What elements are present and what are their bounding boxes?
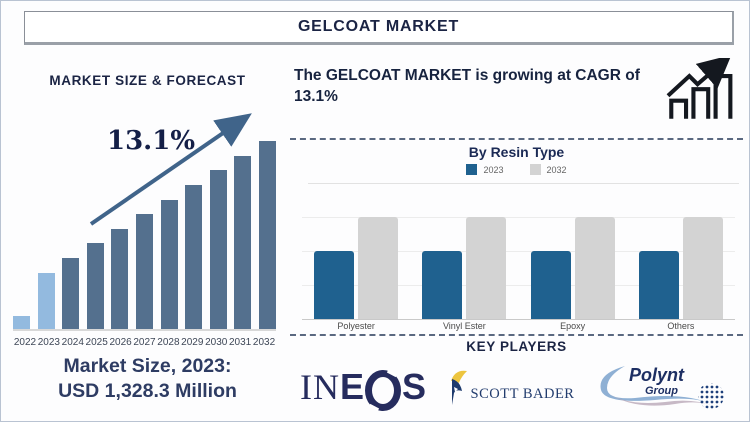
ineos-o-glyph — [365, 369, 402, 411]
resin-bar-others-2023 — [638, 251, 679, 319]
forecast-labels-row: 2022 2023 2024 2025 2026 2027 2028 2029 2030 2031… — [13, 337, 276, 348]
legend-swatch — [466, 164, 478, 175]
forecast-bar-2025 — [86, 243, 104, 329]
page-title-box: GELCOAT MARKET — [24, 11, 734, 45]
legend-swatch — [529, 164, 541, 175]
legend-label: 2023 — [483, 164, 504, 175]
resin-bar-vinyl-ester-2023 — [422, 251, 463, 319]
ineos-text-e: E — [340, 366, 365, 407]
forecast-bar-2030 — [209, 170, 227, 329]
forecast-bar-2029 — [185, 185, 203, 329]
resin-category-label: Vinyl Ester — [442, 321, 486, 331]
resin-bar-epoxy-2032 — [574, 217, 615, 319]
cagr-annotation: 13.1% — [107, 126, 196, 156]
resin-group-others — [638, 217, 723, 319]
resin-group-polyester — [314, 217, 399, 319]
forecast-year-label: 2027 — [133, 337, 156, 348]
forecast-year-label: 2025 — [85, 337, 108, 348]
resin-bar-polyester-2032 — [358, 217, 399, 319]
ineos-text-in: IN — [300, 367, 340, 407]
resin-bar-epoxy-2023 — [530, 251, 571, 319]
growth-chart-icon — [666, 58, 733, 119]
forecast-year-label: 2032 — [252, 337, 276, 348]
legend-divider — [308, 183, 739, 184]
resin-category-labels: Polyester Vinyl Ester Epoxy Others — [302, 321, 735, 331]
page-title: GELCOAT MARKET — [297, 18, 460, 35]
scott-bader-text: SCOTT BADER — [470, 386, 575, 402]
resin-bar-groups — [302, 217, 735, 319]
resin-baseline — [302, 319, 735, 320]
forecast-year-label: 2024 — [61, 337, 84, 348]
right-panel: The GELCOAT MARKET is growing at CAGR of… — [288, 56, 745, 416]
resin-chart-title: By Resin Type — [468, 144, 565, 160]
resin-category-label: Epoxy — [560, 321, 586, 331]
key-players-logos: IN E S SCOTT BADER — [288, 359, 745, 415]
forecast-year-label: 2030 — [205, 337, 228, 348]
legend-item-2023: 2023 — [466, 164, 504, 175]
forecast-bar-2032 — [258, 141, 276, 329]
gridline — [302, 217, 735, 218]
ineos-logo: IN E S — [300, 366, 427, 411]
polynt-group-logo: Polynt Group — [595, 360, 733, 414]
resin-category-label: Polyester — [337, 321, 375, 331]
gridline — [302, 285, 735, 286]
legend-label: 2032 — [546, 164, 567, 175]
resin-legend: 2023 2032 — [288, 164, 745, 175]
resin-bar-others-2032 — [682, 217, 723, 319]
cagr-headline: The GELCOAT MARKET is growing at CAGR of… — [294, 67, 640, 105]
forecast-bar-2022 — [13, 316, 30, 329]
ineos-text-s: S — [402, 366, 427, 407]
legend-item-2032: 2032 — [529, 164, 567, 175]
dashed-divider-bottom — [290, 334, 743, 336]
resin-group-epoxy — [530, 217, 615, 319]
market-size-line2: USD 1,328.3 Million — [58, 380, 237, 403]
forecast-bar-2028 — [160, 200, 178, 329]
forecast-year-label: 2022 — [13, 337, 37, 348]
resin-chart-plot — [302, 217, 735, 320]
forecast-bar-2024 — [62, 258, 80, 329]
market-size-callout: Market Size, 2023: USD 1,328.3 Million — [9, 354, 286, 405]
forecast-bar-2031 — [234, 156, 252, 329]
forecast-year-label: 2023 — [37, 337, 60, 348]
scott-bader-sail-icon — [450, 370, 467, 405]
forecast-year-label: 2029 — [181, 337, 204, 348]
forecast-year-label: 2031 — [228, 337, 252, 348]
forecast-bar-2027 — [135, 214, 153, 329]
forecast-bar-2023 — [37, 273, 55, 329]
polynt-group-text: Group — [645, 385, 678, 397]
resin-bar-vinyl-ester-2032 — [466, 217, 507, 319]
dashed-divider-top — [290, 138, 743, 140]
resin-bar-polyester-2023 — [314, 251, 355, 319]
polynt-text: Polynt — [629, 365, 685, 385]
forecast-bar-2026 — [111, 229, 129, 329]
market-size-forecast-panel: MARKET SIZE & FORECAST 13.1% 2022 2023 202… — [9, 56, 286, 416]
forecast-year-label: 2028 — [157, 337, 180, 348]
key-players-title: KEY PLAYERS — [466, 339, 567, 354]
scott-bader-logo: SCOTT BADER — [447, 367, 575, 407]
gridline — [302, 251, 735, 252]
market-size-line1: Market Size, 2023: — [63, 355, 232, 377]
forecast-bars-row — [13, 139, 276, 331]
forecast-chart-title: MARKET SIZE & FORECAST — [49, 73, 246, 88]
forecast-year-label: 2026 — [109, 337, 132, 348]
resin-category-label: Others — [667, 321, 695, 331]
polynt-swoosh-globe-icon — [600, 366, 724, 409]
resin-group-vinyl-ester — [422, 217, 507, 319]
